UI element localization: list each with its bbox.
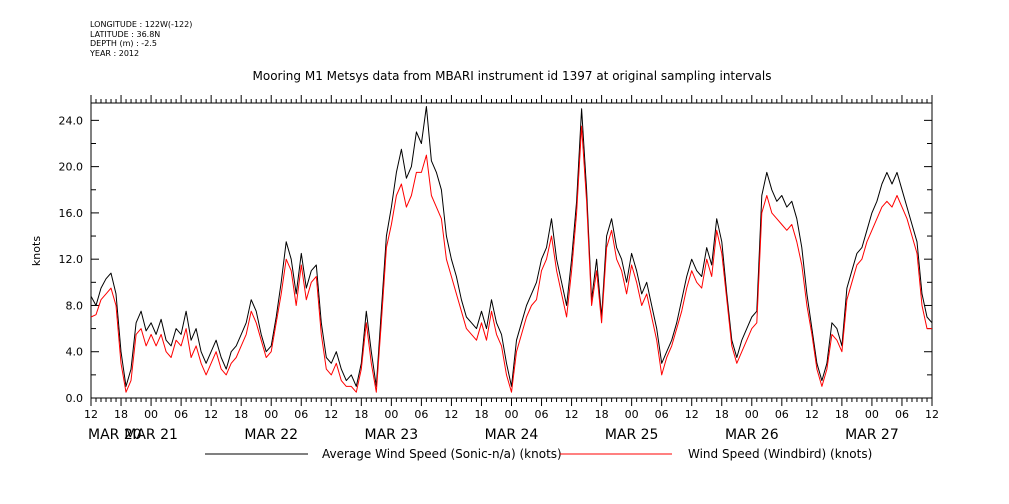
metadata-block: LONGITUDE : 122W(-122) LATITUDE : 36.8N … <box>90 20 192 58</box>
depth-label: DEPTH (m) : -2.5 <box>90 39 157 48</box>
x-hour-label: 18 <box>354 408 368 421</box>
x-hour-label: 00 <box>505 408 519 421</box>
y-tick-label: 24.0 <box>59 114 84 127</box>
y-axis-label: knots <box>30 236 43 266</box>
y-tick-label: 0.0 <box>66 392 84 405</box>
x-date-label: MAR 26 <box>725 427 779 443</box>
x-hour-label: 06 <box>294 408 308 421</box>
x-date-label: MAR 25 <box>605 427 659 443</box>
y-tick-label: 4.0 <box>66 346 84 359</box>
x-hour-label: 06 <box>775 408 789 421</box>
x-hour-label: 06 <box>414 408 428 421</box>
x-date-label: MAR 24 <box>485 427 539 443</box>
longitude-label: LONGITUDE : 122W(-122) <box>90 20 193 29</box>
x-hour-label: 18 <box>715 408 729 421</box>
x-hour-label: 00 <box>144 408 158 421</box>
series-layer <box>90 106 933 393</box>
x-hour-label: 00 <box>625 408 639 421</box>
x-hour-label: 18 <box>474 408 488 421</box>
chart-title: Mooring M1 Metsys data from MBARI instru… <box>253 69 772 83</box>
latitude-label: LATITUDE : 36.8N <box>90 29 161 39</box>
x-hour-label: 12 <box>444 408 458 421</box>
x-date-label: MAR 22 <box>244 427 298 443</box>
x-hour-label: 18 <box>835 408 849 421</box>
x-hour-label: 18 <box>234 408 248 421</box>
x-hour-label: 06 <box>655 408 669 421</box>
x-axis-ticks: 12 18 00 06 12 18 00 06 12 18 00 06 12 18 00 06 12 18 00 06… <box>84 95 939 443</box>
x-hour-label: 00 <box>865 408 879 421</box>
x-hour-label: 00 <box>264 408 278 421</box>
x-hour-label: 00 <box>745 408 759 421</box>
y-tick-label: 12.0 <box>59 253 84 266</box>
x-hour-label: 12 <box>204 408 218 421</box>
x-hour-label: 00 <box>384 408 398 421</box>
x-date-label: MAR 20 <box>88 427 142 443</box>
x-hour-label: 06 <box>535 408 549 421</box>
x-hour-label: 18 <box>595 408 609 421</box>
x-date-label: MAR 21 <box>124 427 178 443</box>
series-line-average-wind-speed <box>90 106 933 387</box>
year-label: YEAR : 2012 <box>90 48 140 58</box>
series-line-windbird-speed <box>90 125 932 393</box>
legend: Average Wind Speed (Sonic-n/a) (knots) Wi… <box>205 447 872 461</box>
x-date-label: MAR 27 <box>845 427 899 443</box>
x-hour-label: 18 <box>114 408 128 421</box>
legend-label: Average Wind Speed (Sonic-n/a) (knots) <box>322 447 562 461</box>
x-hour-label: 06 <box>174 408 188 421</box>
x-hour-label: 12 <box>925 408 939 421</box>
y-tick-label: 16.0 <box>59 207 84 220</box>
y-tick-label: 8.0 <box>66 299 84 312</box>
x-hour-label: 12 <box>805 408 819 421</box>
x-hour-label: 06 <box>895 408 909 421</box>
x-hour-label: 12 <box>685 408 699 421</box>
x-hour-label: 12 <box>324 408 338 421</box>
x-date-label: MAR 23 <box>365 427 419 443</box>
x-hour-label: 12 <box>565 408 579 421</box>
legend-label: Wind Speed (Windbird) (knots) <box>688 447 872 461</box>
x-hour-label: 12 <box>84 408 98 421</box>
y-tick-label: 20.0 <box>59 161 84 174</box>
y-axis-ticks: 0.0 4.0 8.0 12.0 16.0 20.0 24.0 <box>59 114 932 405</box>
